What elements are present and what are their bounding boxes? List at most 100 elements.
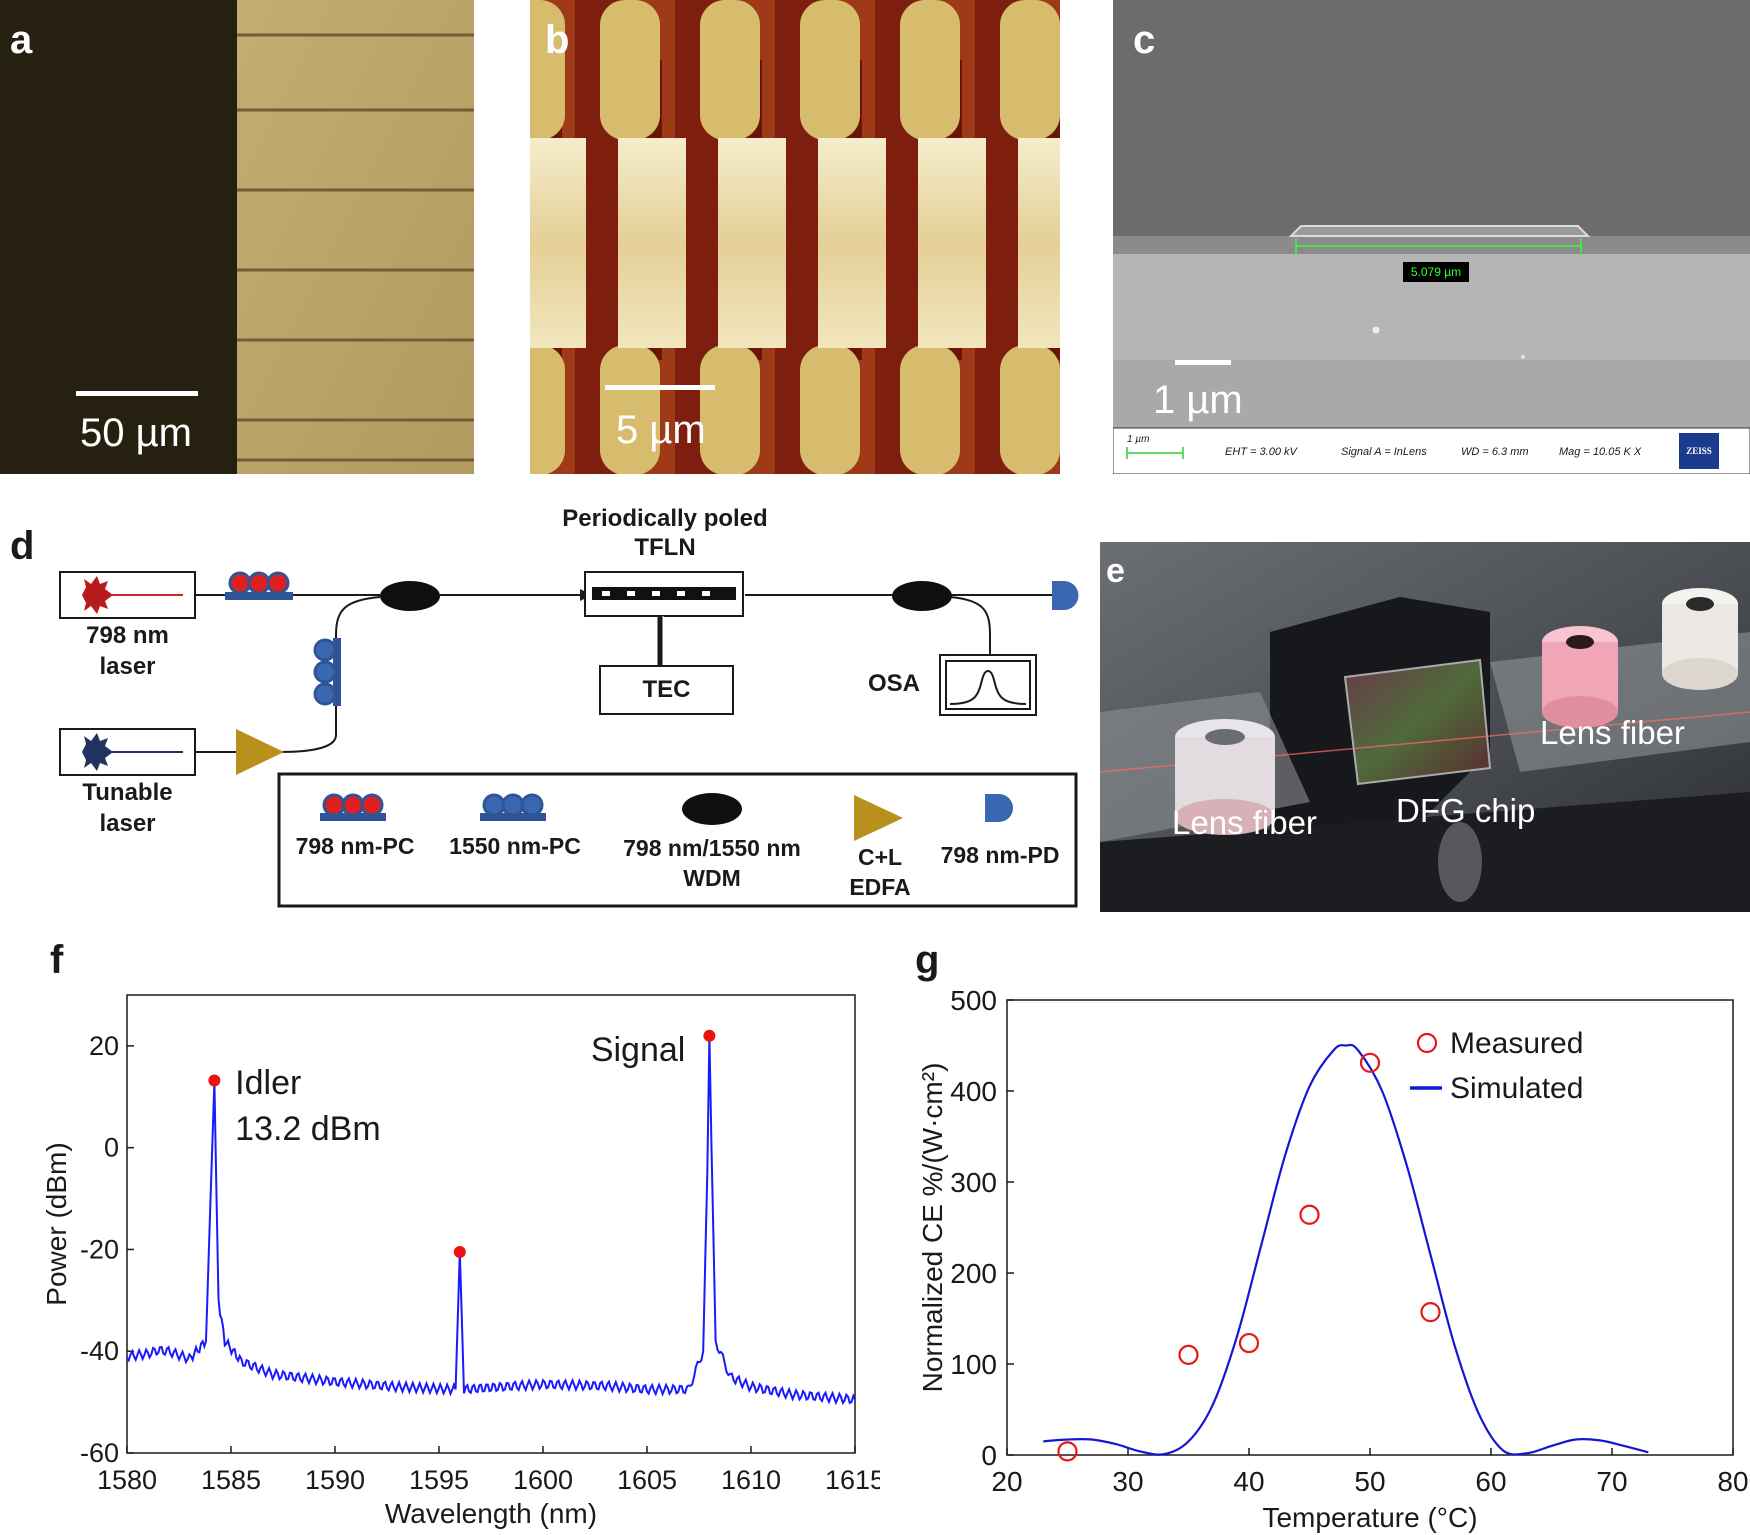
y-tick-label: -60 [80, 1438, 119, 1468]
afm-image-b [530, 0, 1060, 474]
legend-box [277, 772, 1078, 908]
x-tick-label: 1605 [617, 1465, 677, 1495]
info-scale: 1 µm [1127, 434, 1150, 445]
panel-e: e Lens fiber DFG chip Lens fiber [1100, 542, 1750, 912]
scale-bar-c [1175, 360, 1231, 365]
peak-marker [453, 1245, 466, 1258]
setup-diagram [59, 571, 1079, 908]
chip-title-line2: TFLN [634, 534, 696, 561]
peak-annotation: 13.2 dBm [235, 1110, 381, 1148]
y-tick-label: 20 [89, 1031, 119, 1061]
panel-letter-b: b [545, 18, 570, 62]
edfa-icon [236, 729, 284, 775]
scale-label-b: 5 µm [616, 408, 706, 452]
legend-pc-798-label: 798 nm-PC [295, 833, 415, 859]
legend-wdm-icon [682, 793, 742, 825]
x-axis-label: Temperature (°C) [1262, 1502, 1477, 1533]
scale-label-a: 50 µm [80, 411, 192, 455]
y-tick-label: -40 [80, 1336, 119, 1366]
panel-letter-d: d [10, 524, 35, 568]
laser-798-icon [82, 576, 113, 614]
legend-edfa-label: C+L EDFA [830, 842, 930, 902]
pc-1550-icon [313, 638, 341, 706]
y-axis-label: Normalized CE %/(W·cm²) [917, 1063, 948, 1393]
legend-pc-1550-label: 1550 nm-PC [449, 833, 581, 859]
laser-798-label: 798 nm laser [60, 620, 195, 682]
y-tick-label: 100 [950, 1349, 997, 1380]
legend-pc-798-icon [320, 793, 386, 821]
scale-label-c: 1 µm [1153, 378, 1243, 422]
pc-798-icon [225, 571, 293, 600]
chip-title: Periodically poled TFLN [540, 504, 790, 562]
spectrum-line [126, 1035, 856, 1406]
measured-point [1420, 1302, 1441, 1323]
y-tick-label: 0 [104, 1133, 119, 1163]
measurement-label: 5.079 µm [1410, 265, 1462, 279]
peak-marker [703, 1029, 716, 1042]
y-tick-label: 200 [950, 1258, 997, 1289]
simulated-line [1043, 1043, 1649, 1456]
tfln-chip-icon [584, 571, 744, 617]
laser-798-label-line1: 798 nm [86, 622, 169, 649]
panel-b: b 5 µm [530, 0, 1060, 474]
spectrum-chart: 1580 1585 1590 1595 1600 1605 1610 1615 -60 -40 -2… [41, 994, 880, 1529]
plot-frame [126, 994, 856, 1454]
pd-icon [1052, 581, 1079, 610]
x-tick-label: 1600 [513, 1465, 573, 1495]
legend-simulated-label: Simulated [1450, 1072, 1583, 1105]
legend-pd-icon [985, 794, 1013, 822]
ce-chart: 20 30 40 50 60 70 80 0 100 200 300 400 500 Temperatur… [917, 985, 1749, 1533]
panel-a: a 50 µm [0, 0, 474, 474]
laser-798-label-line2: laser [99, 653, 156, 680]
info-wd: WD = 6.3 mm [1461, 446, 1529, 458]
legend-wdm-label: 798 nm/1550 nm WDM [602, 833, 822, 893]
measured-point [1238, 1332, 1260, 1354]
y-tick-label: -20 [80, 1234, 119, 1264]
laser-tunable-icon [82, 733, 113, 771]
sem-image-c [1113, 0, 1750, 474]
info-mag: Mag = 10.05 K X [1559, 446, 1642, 458]
tec-box [599, 665, 734, 715]
y-axis-label: Power (dBm) [41, 1142, 72, 1305]
legend-edfa-label-line1: C+L [857, 844, 903, 870]
label-dfg-chip: DFG chip [1396, 792, 1536, 829]
x-tick-label: 1595 [409, 1465, 469, 1495]
laser-tunable-label-line2: laser [99, 810, 156, 837]
microscope-image-a [0, 0, 474, 474]
legend-measured-label: Measured [1450, 1027, 1583, 1060]
x-tick-label: 20 [991, 1466, 1022, 1497]
legend-edfa-icon [854, 795, 903, 841]
x-tick-label: 60 [1475, 1466, 1506, 1497]
laser-tunable-label: Tunable laser [57, 777, 198, 839]
peak-marker [208, 1074, 221, 1087]
measured-point [1178, 1344, 1199, 1365]
peak-annotation: Idler [235, 1064, 301, 1102]
y-tick-label: 500 [950, 985, 997, 1016]
y-tick-label: 400 [950, 1076, 997, 1107]
panel-letter-a: a [10, 18, 33, 62]
label-lens-fiber-right: Lens fiber [1540, 714, 1685, 751]
osa-box [939, 654, 1037, 716]
legend-wdm-label-line1: 798 nm/1550 nm [623, 835, 801, 861]
x-tick-label: 1610 [721, 1465, 781, 1495]
x-tick-label: 1590 [305, 1465, 365, 1495]
panel-f: f 1580 1585 1590 1595 1600 1605 1610 1615 -60 -40… [0, 930, 880, 1535]
panel-letter-f: f [50, 938, 64, 982]
chip-photo [1100, 542, 1750, 912]
x-axis-label: Wavelength (nm) [385, 1498, 597, 1529]
x-tick-label: 40 [1233, 1466, 1264, 1497]
legend-pc-1550-icon [480, 793, 546, 821]
panel-letter-g: g [915, 938, 940, 982]
legend-pd-label: 798 nm-PD [940, 842, 1060, 868]
scale-bar-b [605, 385, 715, 390]
info-signal: Signal A = InLens [1341, 446, 1427, 458]
x-tick-label: 50 [1354, 1466, 1385, 1497]
panel-c: c 5.079 µm 1 µm 1 µm EHT = 3.00 kV Signa… [1113, 0, 1750, 474]
measured-point [1359, 1052, 1381, 1073]
y-tick-label: 0 [981, 1440, 997, 1471]
x-tick-label: 1585 [201, 1465, 261, 1495]
scale-bar-a [76, 391, 198, 396]
x-tick-label: 1615 [825, 1465, 880, 1495]
wdm-icon-2 [892, 581, 952, 611]
panel-d: d [0, 500, 1090, 920]
